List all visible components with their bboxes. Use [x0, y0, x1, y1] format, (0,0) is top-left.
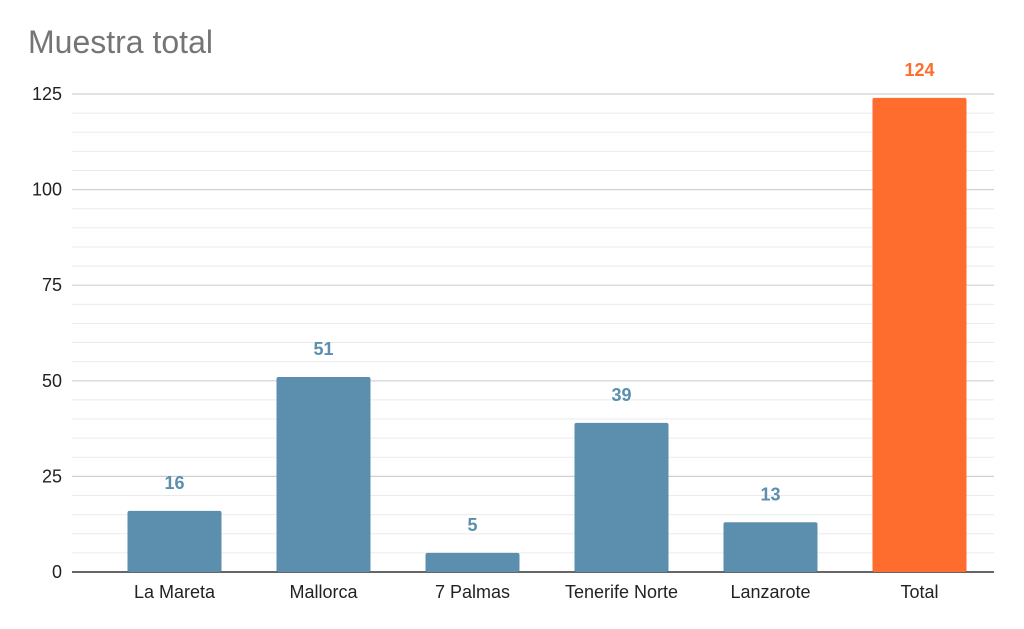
x-tick-label: Total — [900, 582, 938, 602]
x-tick-label: 7 Palmas — [435, 582, 510, 602]
x-tick-label: Tenerife Norte — [565, 582, 678, 602]
x-tick-label: La Mareta — [134, 582, 216, 602]
labels: 0 25 50 75 100 125 16 La Mareta 51 Mallorca 5 7 Pal… — [32, 60, 939, 602]
data-label: 5 — [467, 515, 477, 535]
bar — [276, 376, 371, 572]
data-label: 51 — [313, 339, 333, 359]
x-tick-label: Mallorca — [289, 582, 358, 602]
bar — [127, 510, 222, 572]
grid-lines — [72, 93, 994, 554]
x-tick-label: Lanzarote — [730, 582, 810, 602]
bar — [425, 552, 520, 572]
bars — [127, 97, 967, 572]
y-tick-label: 50 — [42, 371, 62, 391]
data-label: 13 — [760, 484, 780, 504]
y-tick-label: 75 — [42, 275, 62, 295]
y-tick-label: 100 — [32, 180, 62, 200]
y-tick-label: 25 — [42, 466, 62, 486]
data-label: 39 — [611, 385, 631, 405]
bar — [574, 422, 669, 572]
y-tick-label: 125 — [32, 84, 62, 104]
bar — [723, 522, 818, 572]
y-tick-label: 0 — [52, 562, 62, 582]
data-label: 16 — [164, 473, 184, 493]
data-label: 124 — [904, 60, 934, 80]
chart-title: Muestra total — [28, 24, 213, 60]
bar — [872, 97, 967, 572]
